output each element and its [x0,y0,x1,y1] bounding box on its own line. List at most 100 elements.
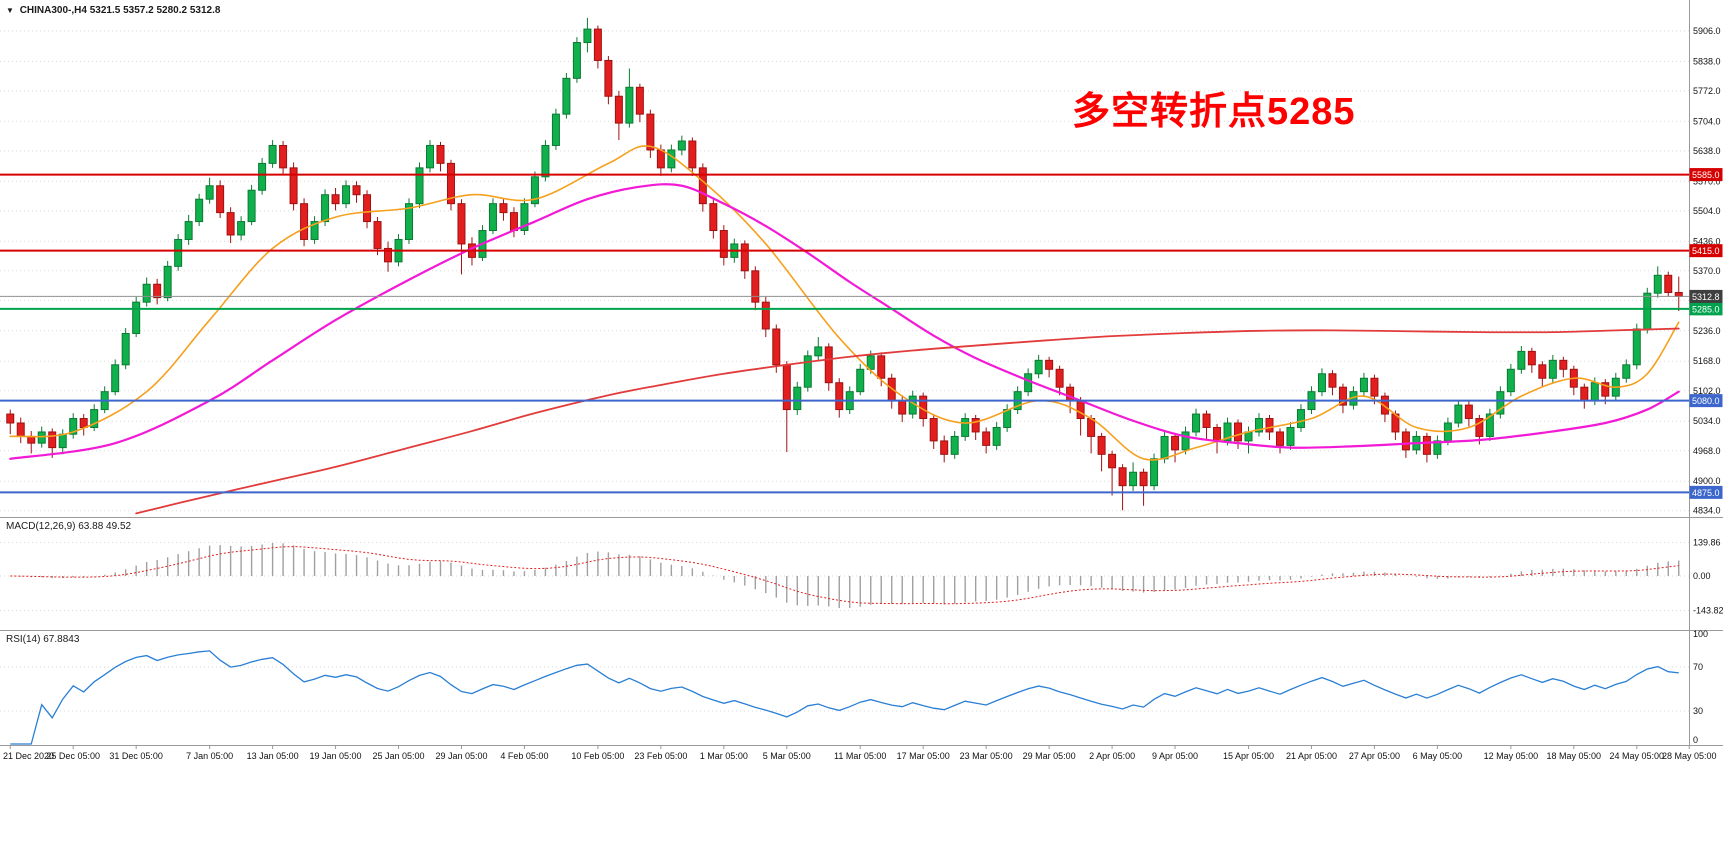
candle [551,108,560,150]
macd-histogram [20,543,1680,609]
candle [331,188,340,211]
time-axis-label: 13 Jan 05:00 [247,751,299,761]
candle [740,240,749,279]
rsi-line [10,650,1679,745]
candle [971,414,980,441]
candle [1097,432,1106,472]
candle [79,414,88,436]
time-axis-label: 2 Apr 05:00 [1089,751,1135,761]
candle [446,159,455,211]
candle [982,427,991,454]
candle [856,363,865,396]
candle [1202,410,1211,441]
candle [782,361,791,453]
candle [1139,468,1148,506]
candle [1359,372,1368,397]
candle [992,422,1001,450]
time-axis-label: 18 May 05:00 [1547,751,1602,761]
macd-signal-line [10,546,1679,605]
macd-name: MACD(12,26,9) [6,521,76,532]
candle [237,216,246,241]
time-axis-label: 7 Jan 05:00 [186,751,233,761]
candle [635,83,644,123]
svg-text:5285.0: 5285.0 [1692,304,1720,314]
time-axis-label: 24 May 05:00 [1610,751,1665,761]
price-tick-label: 5504.0 [1693,206,1721,216]
price-tick-label: 5236.0 [1693,326,1721,336]
candle [1108,450,1117,496]
candle [1045,356,1054,378]
candle [593,25,602,69]
candle [352,181,361,203]
candle [646,109,655,159]
candle [1538,361,1547,387]
candle [300,198,309,247]
candle [1213,423,1222,454]
candle [1454,399,1463,428]
rsi-name: RSI(14) [6,634,41,645]
candle [153,278,162,305]
candle [1338,383,1347,414]
candle [1223,417,1232,446]
time-axis-label: 28 May 05:00 [1662,751,1717,761]
candle [6,409,15,435]
candle [520,198,529,235]
candle [69,413,78,439]
candle [342,180,351,209]
candle [457,199,466,275]
price-axis[interactable]: 5906.0 5838.0 5772.0 5704.0 5638.0 5570.0 5504… [1689,26,1723,745]
time-axis-label: 17 Mar 05:00 [897,751,950,761]
ma-lines-layer [9,145,1680,515]
candle [90,404,99,432]
candle [436,141,445,172]
candle [1118,464,1127,511]
hline-price-tag: 5585.0 [1689,168,1723,182]
candle [1034,354,1043,379]
time-axis-label: 21 Dec 2020 [3,751,54,761]
candle [583,17,592,53]
candle [415,162,424,209]
candle [1664,271,1673,297]
candle [562,72,571,119]
rsi-tick-label: 30 [1693,706,1703,716]
hlines-layer [0,173,1689,494]
candle [1496,386,1505,419]
candle [1548,354,1557,383]
candle [572,37,581,83]
time-axis-label: 11 Mar 05:00 [834,751,886,761]
candle [688,137,697,176]
candle [950,431,959,459]
macd-indicator-label: MACD(12,26,9) 63.88 49.52 [6,521,131,532]
current-price-tag: 5312.8 [1689,289,1723,303]
price-tick-label: 4968.0 [1693,446,1721,456]
price-tick-label: 5570.0 [1693,176,1721,186]
candle [604,55,613,105]
candle [1643,287,1652,334]
price-tick-label: 4834.0 [1693,506,1721,516]
time-axis-label: 10 Feb 05:00 [571,751,624,761]
candle [1328,370,1337,396]
symbol-dropdown-icon[interactable]: ▼ [6,6,14,15]
time-axis-label: 12 May 05:00 [1484,751,1539,761]
price-tick-label: 5168.0 [1693,356,1721,366]
candle [625,68,634,128]
hline-price-tag: 4875.0 [1689,485,1723,499]
time-axis-label: 15 Apr 05:00 [1223,751,1274,761]
candle [1559,356,1568,378]
candle [898,395,907,423]
candle [111,359,120,396]
candle [1076,397,1085,436]
time-axis-label: 23 Feb 05:00 [634,751,687,761]
candle [1003,404,1012,432]
candle [929,414,938,449]
candle [1422,432,1431,463]
candle [205,177,214,204]
time-axis-label: 19 Jan 05:00 [310,751,362,761]
annotation-turning-point: 多空转折点5285 [1072,91,1356,133]
candle [961,413,970,441]
candle [132,296,141,338]
macd-tick-label: -143.82 [1693,606,1723,616]
candle [142,277,151,307]
